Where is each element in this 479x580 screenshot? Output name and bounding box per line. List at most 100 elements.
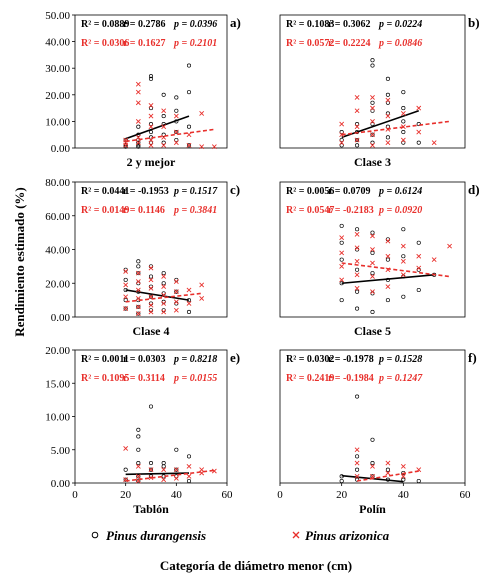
point-arizonica: [339, 140, 345, 146]
point-arizonica: [431, 257, 437, 263]
x-tick-label: 40: [398, 489, 410, 501]
point-arizonica: [385, 238, 391, 244]
point-durangensis: [136, 460, 141, 466]
point-arizonica: [354, 124, 360, 130]
point-durangensis: [401, 294, 406, 299]
point-arizonica: [370, 274, 375, 279]
point-arizonica: [354, 272, 360, 278]
point-durangensis: [370, 100, 375, 105]
stat-p: p = 0.2101: [173, 38, 217, 49]
y-tick-label: 0.00: [51, 312, 71, 324]
point-durangensis: [123, 306, 128, 311]
point-arizonica: [123, 446, 129, 451]
point-arizonica: [416, 105, 422, 111]
point-durangensis: [385, 100, 390, 105]
point-durangensis: [401, 129, 406, 135]
point-arizonica: [400, 473, 406, 479]
point-durangensis: [355, 454, 360, 459]
y-tick-label: 20.00: [45, 278, 70, 290]
point-durangensis: [123, 277, 128, 282]
point-arizonica: [123, 269, 129, 274]
point-durangensis: [161, 140, 166, 145]
point-arizonica: [416, 265, 422, 271]
panel-title: 2 y mejor: [127, 155, 176, 169]
point-arizonica: [148, 475, 154, 481]
stat-r: r = 0.1627: [123, 38, 165, 49]
panel-letter: b): [468, 15, 479, 30]
y-tick-label: 20.00: [45, 345, 70, 357]
panel-title: Clase 3: [354, 155, 391, 169]
point-arizonica: [161, 274, 167, 279]
point-durangensis: [148, 467, 154, 472]
point-durangensis: [174, 129, 179, 135]
point-durangensis: [370, 140, 375, 145]
point-durangensis: [123, 143, 128, 148]
panels: 0.00 10.00 20.00 30.00 40.00 50.00 a) R² = 0.08…: [45, 10, 479, 516]
point-durangensis: [148, 140, 154, 145]
point-durangensis: [148, 106, 154, 111]
y-tick-label: 40.00: [45, 37, 70, 49]
point-arizonica: [400, 258, 406, 264]
y-tick-label: 10.00: [45, 412, 70, 424]
point-durangensis: [186, 63, 192, 68]
point-arizonica: [385, 284, 391, 290]
y-tick-label: 60.00: [45, 211, 70, 223]
point-durangensis: [161, 460, 166, 466]
stat-r: r = 0.2786: [123, 19, 165, 30]
point-durangensis: [136, 140, 141, 145]
point-arizonica: [385, 97, 391, 103]
stat-r: r = -0.1953: [123, 186, 169, 197]
point-arizonica: [135, 89, 141, 95]
point-arizonica: [354, 460, 360, 466]
stat-r: r = 0.0303: [123, 354, 165, 365]
stat-r2: R² = 0.1095: [81, 373, 129, 384]
point-durangensis: [174, 467, 179, 472]
point-arizonica: [354, 108, 360, 114]
point-durangensis: [355, 227, 360, 232]
point-arizonica: [370, 233, 375, 239]
panel-title: Tablón: [133, 502, 169, 516]
point-arizonica: [161, 142, 167, 148]
point-durangensis: [136, 447, 141, 452]
panel-letter: e): [230, 350, 240, 365]
trendline-durangensis: [125, 115, 190, 140]
point-durangensis: [370, 108, 375, 113]
panel-e: 0.00 5.00 10.00 15.00 20.00 0 20 40 60 e) R² = 0.0…: [45, 345, 240, 516]
point-arizonica: [135, 81, 141, 87]
point-arizonica: [148, 137, 154, 143]
point-durangensis: [136, 427, 141, 432]
point-arizonica: [148, 309, 154, 315]
point-arizonica: [354, 245, 360, 251]
point-durangensis: [370, 309, 375, 314]
stat-p: p = 0.0920: [378, 205, 422, 216]
point-arizonica: [148, 113, 154, 119]
point-arizonica: [385, 113, 391, 119]
point-arizonica: [135, 118, 141, 124]
point-arizonica: [173, 475, 179, 481]
point-arizonica: [400, 137, 406, 143]
point-arizonica: [211, 144, 217, 150]
point-arizonica: [148, 142, 154, 148]
point-arizonica: [370, 142, 375, 148]
y-tick-label: 30.00: [45, 63, 70, 75]
stat-r2: R² = 0.0441: [81, 186, 129, 197]
point-durangensis: [123, 298, 128, 303]
stat-r: r = 0.3114: [123, 373, 165, 384]
point-durangensis: [174, 447, 179, 452]
stat-r: r = -0.1978: [328, 354, 374, 365]
stat-p: p = 0.0396: [173, 19, 217, 30]
point-arizonica: [173, 299, 179, 305]
point-durangensis: [136, 271, 141, 276]
panel-letter: d): [468, 182, 479, 197]
point-durangensis: [355, 137, 360, 143]
point-durangensis: [416, 122, 421, 127]
point-arizonica: [135, 463, 141, 469]
point-durangensis: [401, 119, 406, 124]
legend-circle-marker: [91, 531, 99, 539]
point-durangensis: [174, 108, 179, 113]
panel-frame: [279, 349, 466, 484]
